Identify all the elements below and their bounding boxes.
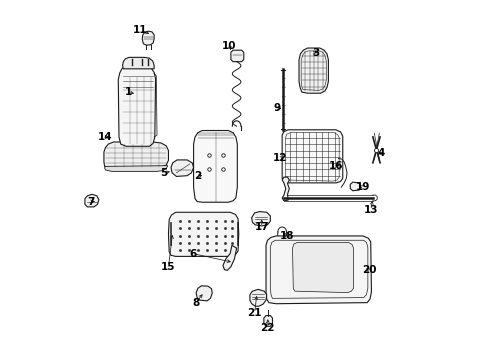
Polygon shape [171, 160, 193, 176]
Text: 5: 5 [160, 168, 167, 178]
Text: 2: 2 [194, 171, 201, 181]
Text: 11: 11 [132, 25, 147, 35]
Polygon shape [292, 242, 353, 293]
Text: 13: 13 [363, 206, 377, 216]
Polygon shape [122, 57, 154, 69]
Polygon shape [349, 182, 360, 191]
Polygon shape [196, 286, 212, 301]
Text: 15: 15 [161, 262, 175, 272]
Polygon shape [85, 194, 99, 207]
Text: 17: 17 [254, 222, 268, 232]
Text: 20: 20 [361, 265, 376, 275]
Text: 1: 1 [124, 87, 131, 97]
Text: 22: 22 [260, 323, 274, 333]
Polygon shape [249, 289, 266, 306]
Polygon shape [282, 177, 289, 201]
Text: 14: 14 [97, 132, 112, 142]
Polygon shape [168, 212, 238, 256]
Text: 6: 6 [188, 248, 196, 258]
Text: 8: 8 [192, 298, 199, 308]
Polygon shape [104, 142, 168, 168]
Polygon shape [193, 131, 237, 202]
Polygon shape [264, 316, 272, 326]
Polygon shape [298, 48, 328, 93]
Text: 3: 3 [312, 48, 319, 58]
Text: 18: 18 [279, 231, 293, 240]
Polygon shape [251, 212, 270, 226]
Text: 19: 19 [355, 182, 369, 192]
Text: 9: 9 [273, 103, 280, 113]
Text: 10: 10 [222, 41, 236, 50]
Polygon shape [104, 166, 167, 171]
Text: 21: 21 [247, 309, 261, 318]
Polygon shape [282, 130, 342, 183]
Polygon shape [223, 245, 236, 270]
Polygon shape [118, 64, 155, 146]
Text: 16: 16 [328, 161, 343, 171]
Text: 4: 4 [376, 148, 384, 158]
Text: 7: 7 [87, 197, 95, 207]
Polygon shape [265, 236, 371, 304]
Text: 12: 12 [272, 153, 286, 163]
Polygon shape [142, 31, 154, 45]
Polygon shape [230, 50, 244, 62]
